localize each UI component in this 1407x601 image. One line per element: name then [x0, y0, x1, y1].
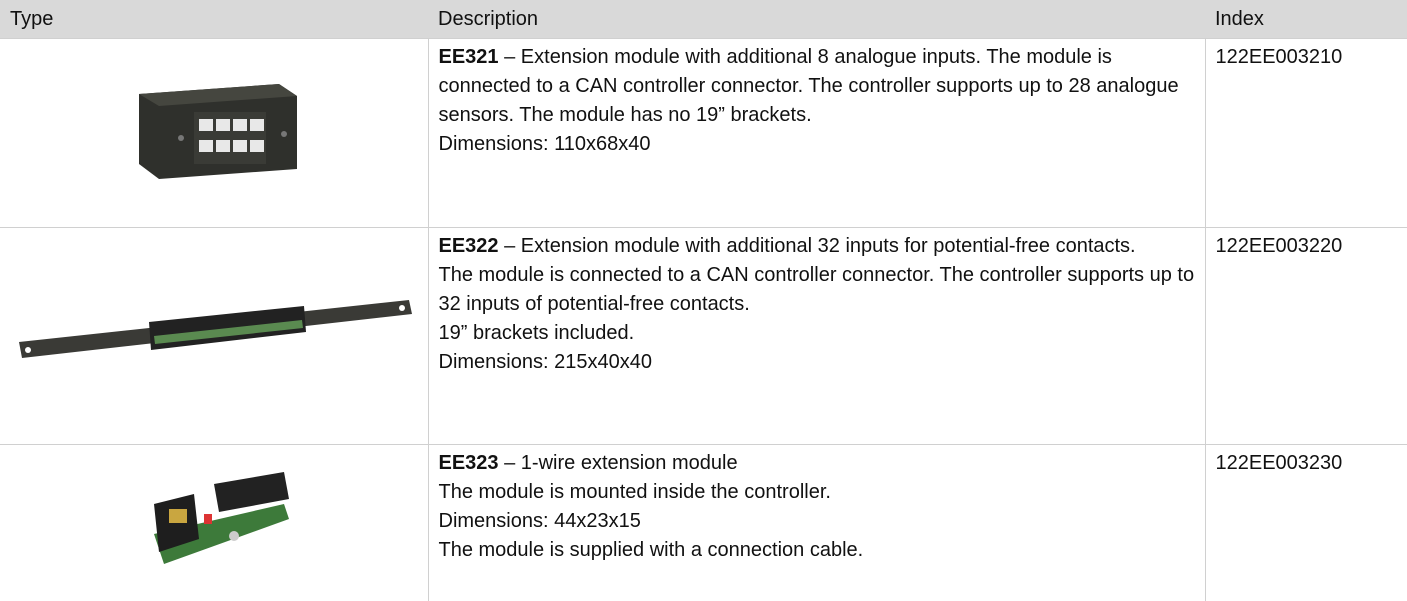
description-text: Dimensions: 215x40x40	[438, 351, 652, 373]
product-image	[138, 83, 297, 179]
description-text: Dimensions: 110x68x40	[438, 133, 651, 155]
header-row: Type Description Index	[0, 0, 1407, 39]
description-text: – Extension module with additional 32 in…	[504, 235, 1136, 257]
description-text: 19” brackets included.	[438, 322, 635, 344]
description-cell: EE323 – 1-wire extension module The modu…	[428, 444, 1206, 601]
description-text: The module is supplied with a connection…	[438, 539, 864, 561]
description-cell: EE321 – Extension module with additional…	[428, 38, 1206, 228]
image-cell	[0, 38, 429, 228]
index-cell: 122EE003230	[1205, 444, 1407, 601]
description-text: The module is connected to a CAN control…	[438, 264, 1195, 315]
description-text: – 1-wire extension module	[504, 452, 738, 474]
image-cell	[0, 227, 429, 445]
description-text: The module is mounted inside the control…	[438, 481, 831, 503]
header-cell: Description	[428, 0, 1205, 39]
product-image	[18, 299, 412, 358]
row: EE321 – Extension module with additional…	[0, 38, 1407, 228]
description-text: – Extension module with additional 8 ana…	[438, 46, 1179, 126]
index-cell: 122EE003220	[1205, 227, 1407, 445]
product-code: EE322	[438, 235, 499, 257]
header-cell: Index	[1205, 0, 1407, 39]
header-cell: Type	[0, 0, 428, 39]
description-text: Dimensions: 44x23x15	[438, 510, 641, 532]
image-cell	[0, 444, 429, 601]
product-image	[153, 471, 289, 564]
description-cell: EE322 – Extension module with additional…	[428, 227, 1206, 445]
product-code: EE323	[438, 452, 499, 474]
product-code: EE321	[438, 46, 499, 68]
index-cell: 122EE003210	[1205, 38, 1407, 228]
row: EE322 – Extension module with additional…	[0, 227, 1407, 445]
row: EE323 – 1-wire extension module The modu…	[0, 444, 1407, 601]
